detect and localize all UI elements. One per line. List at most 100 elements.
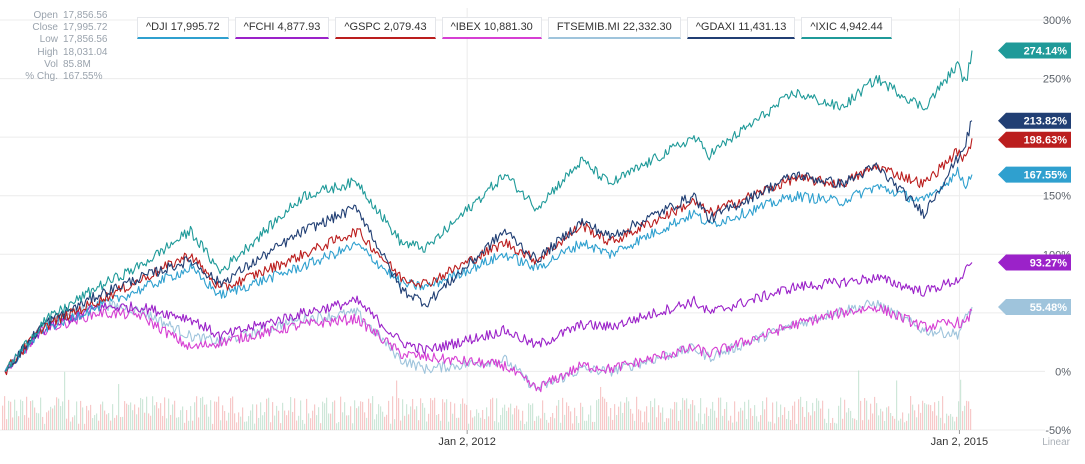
volume-bar (626, 397, 628, 430)
legend-chip[interactable]: ^GSPC 2,079.43 (335, 17, 436, 39)
volume-bar (408, 414, 410, 430)
volume-bar (534, 420, 536, 430)
volume-bar (96, 413, 98, 430)
volume-bar (828, 408, 830, 430)
volume-bar (418, 420, 420, 430)
volume-bar (220, 420, 222, 430)
volume-bar (678, 420, 680, 430)
volume-bar (622, 412, 624, 430)
volume-bar (218, 396, 220, 430)
volume-bar (792, 405, 794, 430)
volume-bar (366, 417, 368, 430)
volume-bar (186, 410, 188, 430)
legend-chip[interactable]: ^IBEX 10,881.30 (441, 17, 542, 39)
volume-bar (516, 405, 518, 430)
volume-bar (172, 404, 174, 430)
volume-bar (586, 420, 588, 430)
volume-bar (398, 398, 400, 430)
volume-bar (814, 411, 816, 430)
volume-bar (136, 414, 138, 430)
volume-bar (166, 418, 168, 430)
volume-bar (768, 421, 770, 430)
volume-bar (36, 412, 38, 430)
volume-bar (228, 412, 230, 430)
volume-bar (62, 401, 64, 430)
end-value-label: 93.27% (1030, 257, 1068, 269)
volume-bar (756, 416, 758, 430)
volume-bar (352, 423, 354, 430)
volume-bar (576, 415, 578, 430)
volume-bar (426, 421, 428, 430)
volume-bar (802, 406, 804, 430)
volume-bar (368, 398, 370, 430)
volume-bar (392, 396, 394, 430)
volume-bar (356, 408, 358, 430)
volume-bar (668, 418, 670, 430)
volume-bar (644, 411, 646, 430)
volume-bar (798, 399, 800, 430)
volume-bar (472, 417, 474, 430)
legend-chip[interactable]: ^IXIC 4,942.44 (801, 17, 892, 39)
volume-bar (272, 402, 274, 430)
volume-bar (238, 412, 240, 430)
volume-bar (726, 402, 728, 430)
volume-bar (740, 407, 742, 430)
volume-bar (160, 403, 162, 430)
volume-bar (22, 401, 24, 430)
volume-bar (750, 408, 752, 430)
volume-bar (306, 398, 308, 430)
volume-bar (276, 405, 278, 430)
y-tick-label: 0% (1055, 366, 1071, 378)
legend-chip[interactable]: ^DJI 17,995.72 (137, 17, 229, 39)
volume-bar (690, 404, 692, 430)
volume-bar (744, 401, 746, 430)
volume-bar (324, 403, 326, 430)
volume-bar (34, 407, 36, 430)
end-value-tag (998, 299, 1071, 315)
volume-bar (818, 400, 820, 430)
volume-bar (256, 404, 258, 430)
volume-bar (632, 413, 634, 430)
volume-bar (42, 416, 44, 430)
y-tick-label: 300% (1043, 15, 1071, 27)
volume-bar (696, 421, 698, 430)
volume-bar (476, 409, 478, 430)
ohlc-label: % Chg. (25, 71, 58, 83)
volume-bar (898, 420, 900, 430)
volume-bar (762, 401, 764, 430)
volume-bar (918, 404, 920, 430)
volume-bar (286, 415, 288, 430)
legend-chip[interactable]: ^GDAXI 11,431.13 (686, 17, 796, 39)
ohlc-row: Vol 85.8M (8, 59, 108, 71)
volume-bar (620, 401, 622, 430)
volume-bar (80, 400, 82, 430)
volume-bar (148, 413, 150, 430)
volume-bar (676, 402, 678, 430)
legend-chip[interactable]: ^FCHI 4,877.93 (234, 17, 330, 39)
volume-bar (18, 416, 20, 430)
ohlc-label: Open (33, 10, 58, 21)
volume-bar (374, 419, 376, 430)
volume-bar (514, 408, 516, 430)
volume-bar (344, 402, 346, 430)
legend-chip[interactable]: FTSEMIB.MI 22,332.30 (547, 17, 681, 39)
volume-bar (342, 412, 344, 430)
volume-bar (118, 384, 120, 430)
volume-bar (674, 401, 676, 430)
volume-bar (720, 397, 722, 430)
volume-bar (732, 422, 734, 430)
volume-bar (128, 404, 130, 430)
volume-bar (280, 423, 282, 430)
volume-bar (920, 412, 922, 430)
end-value-label: 167.55% (1024, 170, 1068, 182)
volume-bar (858, 370, 860, 430)
ohlc-label: Low (39, 34, 58, 46)
end-value-label: 55.48% (1030, 302, 1068, 314)
volume-bar (846, 412, 848, 430)
volume-bar (946, 413, 948, 430)
volume-bar (862, 420, 864, 430)
volume-bar (144, 412, 146, 430)
volume-bars (2, 370, 972, 430)
volume-bar (178, 417, 180, 430)
volume-bar (176, 417, 178, 430)
